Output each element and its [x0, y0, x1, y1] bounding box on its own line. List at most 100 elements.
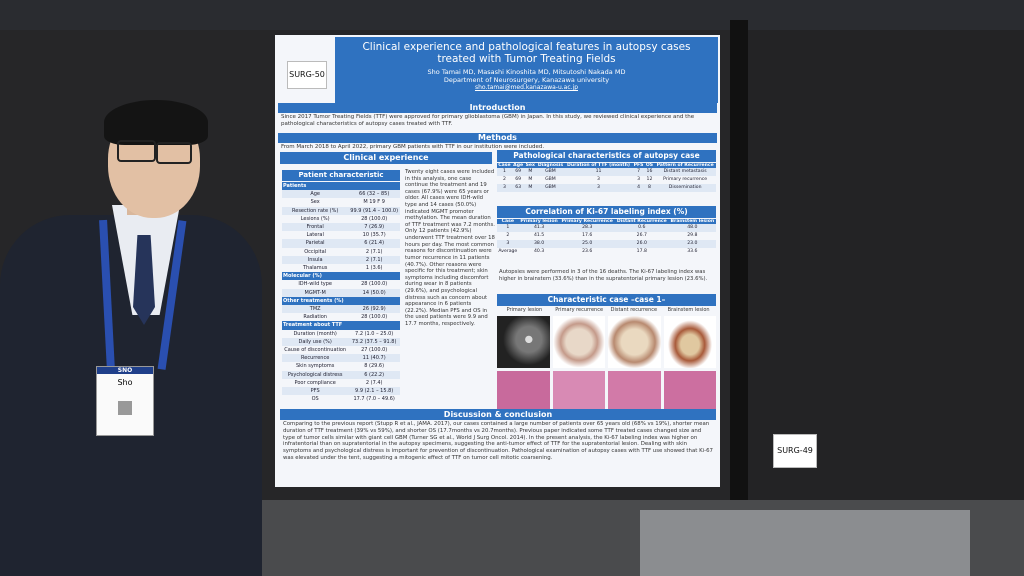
header-cell: Case [497, 163, 512, 168]
table-cell: 3 [497, 184, 512, 192]
table-row: Daily use (%) 73.2 (37.5 – 91.8) [282, 337, 400, 347]
table-cell: 7 [632, 168, 645, 176]
table-cell: Cause of discontinuation [284, 347, 347, 354]
table-cell: 3 [564, 184, 633, 192]
table-row: MGMT-M 14 (50.0) [282, 288, 400, 297]
table-cell: 6 (22.2) [348, 370, 400, 379]
authors: Sho Tamai MD, Masashi Kinoshita MD, Mits… [427, 68, 626, 76]
table: Patients Age 66 (32 – 85) Sex M 19 F 9 Resect… [282, 182, 400, 403]
table-cell: 28.3 [559, 224, 615, 232]
table-cell: Occipital [304, 248, 327, 255]
table-cell: 28 (100.0) [361, 215, 388, 222]
ki67-text: Autopsies were performed in 3 of the 16 … [499, 269, 708, 282]
table-cell: Treatment about TTF [282, 321, 400, 330]
table-row: Resection rate (%) 99.9 (91.4 – 100.0) [282, 206, 400, 215]
table: Case Age Sex Diagnosis Duration of TTF (mont… [497, 163, 716, 192]
case-images [497, 316, 716, 412]
table-cell: Distant metastasis [654, 168, 716, 176]
table-cell: 14 (50.0) [348, 288, 400, 297]
histology-image [497, 371, 550, 411]
table-cell: Primary recurrence [663, 177, 708, 182]
ki67-table: Case Primary lesion Primary Recurrence Dist… [497, 219, 716, 269]
table-cell: M [524, 168, 537, 176]
hair [104, 100, 208, 145]
table-cell: 38.0 [518, 240, 560, 248]
table-cell: Patients [282, 182, 400, 191]
table-cell: 29.8 [687, 233, 698, 238]
badge-org: SNO [97, 367, 153, 374]
table-row: Patients [282, 182, 400, 191]
table-row: TMZ 26 (92.9) [282, 305, 400, 314]
table-cell: 28 (100.0) [361, 281, 388, 288]
table-cell: Dissemination [654, 184, 716, 192]
department: Department of Neurosurgery, Kanazawa uni… [443, 76, 610, 84]
table-cell: M [528, 177, 533, 182]
table-cell: 23.0 [668, 240, 716, 248]
table-row: Sex M 19 F 9 [282, 198, 400, 206]
table-row: IDH-wild type 28 (100.0) [282, 280, 400, 288]
case-label: Primary lesion [506, 307, 543, 313]
table-cell: MGMT-M [282, 288, 349, 297]
name-badge: SNO Sho [96, 366, 154, 436]
table-cell: Thalamus [302, 265, 328, 272]
table-cell: 10 (35.7) [362, 232, 386, 239]
email: sho.tamai@med.kanazawa-u.ac.jp [474, 84, 579, 91]
table-row: Other treatments (%) [282, 296, 400, 306]
post [730, 20, 748, 576]
table-cell: 1 [497, 224, 519, 232]
table-cell: 17.8 [636, 249, 647, 254]
table-cell: 1 (3.6) [365, 265, 383, 272]
table-row: Recurrence 11 (40.7) [282, 354, 400, 363]
table-row: Frontal 7 (26.9) [282, 223, 400, 232]
table-cell: 25.0 [559, 240, 615, 248]
case-labels: Primary lesion Primary recurrence Distant … [497, 307, 716, 315]
table-cell: 99.9 (91.4 – 100.0) [348, 206, 400, 215]
table-cell: 3 [637, 177, 640, 182]
table-cell: 41.5 [533, 233, 545, 238]
header-cell: Diagnosis [536, 163, 565, 168]
table-row: 3 63 M GBM 3 4 8 Dissemination [497, 184, 716, 192]
table-title: Patient characteristic [282, 170, 400, 181]
table-cell: 1 [497, 168, 512, 176]
table-cell: Duration (month) [293, 330, 337, 337]
specimen-image [663, 316, 716, 368]
table-cell: Molecular (%) [282, 272, 400, 281]
table-cell: 8 (29.6) [364, 363, 385, 370]
table-cell: 28 (100.0) [361, 314, 388, 321]
neighbor-label: SURG-49 [773, 434, 817, 468]
case-label: Distant recurrence [610, 307, 658, 313]
poster-title: Clinical experience and pathological fea… [362, 41, 691, 65]
table-cell: Recurrence [282, 354, 349, 363]
table-cell: 0.6 [614, 224, 669, 232]
header-cell: Brainstem lesion [668, 219, 716, 224]
table-cell: Poor compliance [294, 379, 336, 386]
floor-panel [640, 510, 970, 576]
table: Case Primary lesion Primary Recurrence Dist… [497, 219, 716, 256]
methods-text: From March 2018 to April 2022, primary G… [281, 144, 545, 150]
table-cell: 6 (21.4) [348, 239, 400, 248]
table-row: Cause of discontinuation 27 (100.0) [282, 346, 400, 354]
table-cell: 16 [644, 168, 655, 176]
table-cell: 26.7 [636, 233, 647, 238]
table-row: 1 41.3 28.3 0.6 48.0 [497, 224, 716, 232]
table-header: Case Primary lesion Primary Recurrence Dist… [497, 219, 716, 224]
table-cell: Lateral [306, 232, 324, 239]
table-cell: 17.7 (7.0 – 49.6) [353, 396, 395, 403]
patient-table: Patients Age 66 (32 – 85) Sex M 19 F 9 Resect… [282, 182, 400, 407]
table-row: Treatment about TTF [282, 321, 400, 330]
table-cell: Sex [310, 199, 320, 206]
table-row: Radiation 28 (100.0) [282, 313, 400, 321]
header-cell: OS [644, 163, 655, 168]
table-row: 1 69 M GBM 11 7 16 Distant metastasis [497, 168, 716, 176]
table-cell: 9.9 (2.1 – 15.8) [348, 387, 400, 396]
table-cell: Radiation [303, 314, 327, 321]
table-cell: Resection rate (%) [282, 206, 349, 215]
table-row: Duration (month) 7.2 (1.0 – 25.0) [282, 330, 400, 338]
badge-name: Sho [117, 378, 133, 387]
table-row: Lateral 10 (35.7) [282, 231, 400, 239]
header-cell: Duration of TTF (month) [564, 163, 633, 168]
qr-code [118, 401, 132, 415]
table-row: Molecular (%) [282, 272, 400, 281]
table-cell: 40.3 [533, 249, 545, 254]
table-row: Average 40.3 23.6 17.8 33.6 [497, 248, 716, 256]
